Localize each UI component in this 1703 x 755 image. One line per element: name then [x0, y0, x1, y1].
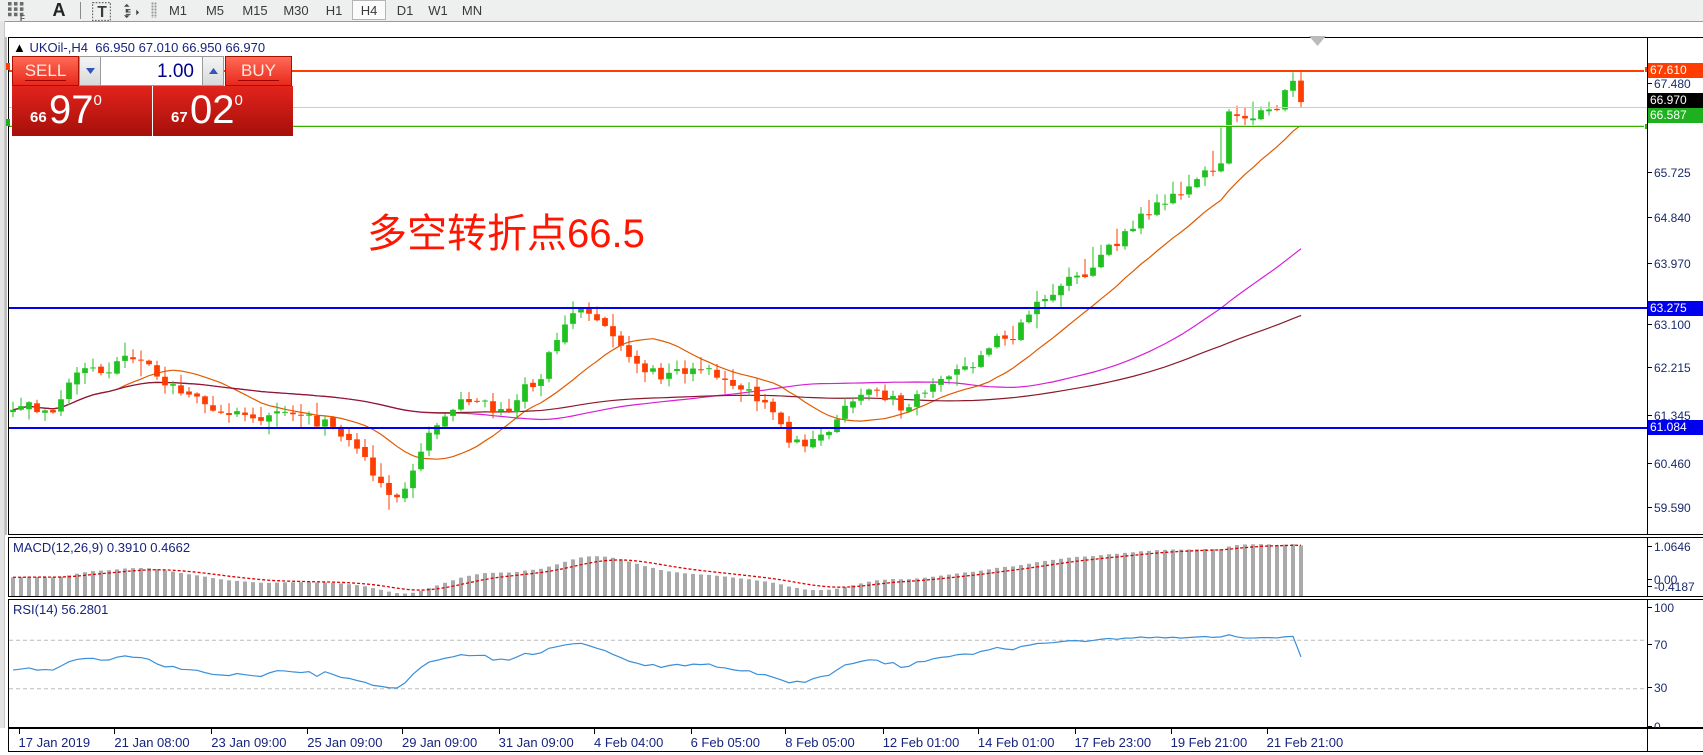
svg-text:F: F [20, 13, 25, 21]
svg-text:T: T [97, 4, 107, 21]
